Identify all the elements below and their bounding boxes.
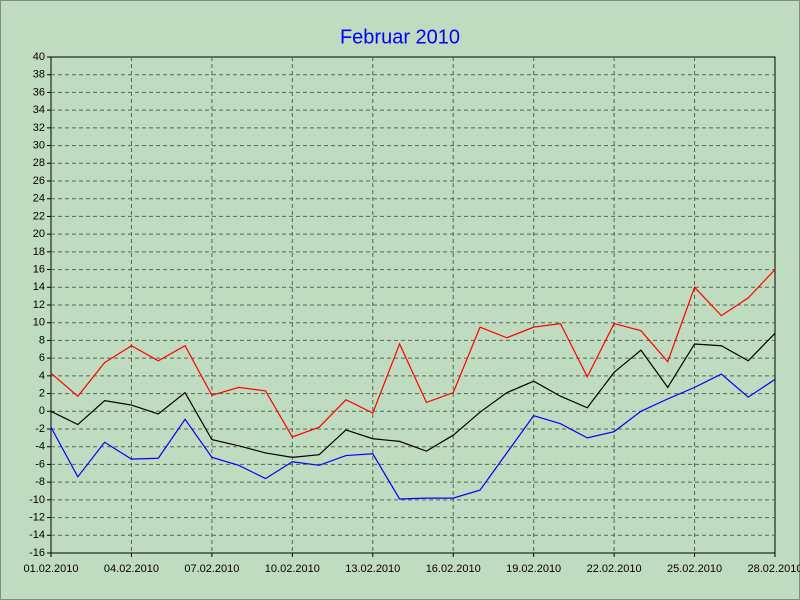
- y-tick-label: 20: [33, 228, 45, 240]
- y-tick-label: 18: [33, 246, 45, 258]
- y-tick-label: 40: [33, 51, 45, 63]
- y-tick-label: 38: [33, 69, 45, 81]
- y-tick-label: -10: [29, 494, 45, 506]
- x-tick-label: 04.02.2010: [104, 563, 159, 575]
- y-tick-label: 28: [33, 157, 45, 169]
- x-tick-label: 10.02.2010: [265, 563, 320, 575]
- y-tick-label: -6: [35, 458, 45, 470]
- y-tick-label: 24: [33, 193, 45, 205]
- y-tick-label: 4: [39, 370, 45, 382]
- series-line: [50, 269, 776, 438]
- y-tick-label: 16: [33, 263, 45, 275]
- y-tick-label: -2: [35, 423, 45, 435]
- x-tick-label: 13.02.2010: [345, 563, 400, 575]
- y-tick-label: -8: [35, 476, 45, 488]
- y-tick-label: 2: [39, 387, 45, 399]
- y-tick-label: 14: [33, 281, 45, 293]
- chart-title: Februar 2010: [340, 26, 460, 48]
- y-tick-label: 10: [33, 317, 45, 329]
- x-tick-label: 25.02.2010: [667, 563, 722, 575]
- series-line: [50, 332, 776, 458]
- y-tick-label: 0: [39, 405, 45, 417]
- x-tick-label: 01.02.2010: [23, 563, 78, 575]
- y-tick-label: 30: [33, 139, 45, 151]
- y-tick-label: -4: [35, 441, 45, 453]
- series-line: [50, 373, 776, 500]
- x-tick-label: 16.02.2010: [426, 563, 481, 575]
- x-tick-label: 22.02.2010: [587, 563, 642, 575]
- y-tick-label: 34: [33, 104, 45, 116]
- x-tick-label: 19.02.2010: [506, 563, 561, 575]
- y-tick-label: 36: [33, 86, 45, 98]
- y-tick-label: 8: [39, 334, 45, 346]
- y-tick-label: -12: [29, 511, 45, 523]
- y-tick-label: -14: [29, 529, 45, 541]
- y-tick-label: 22: [33, 210, 45, 222]
- y-tick-label: -16: [29, 547, 45, 559]
- y-tick-label: 26: [33, 175, 45, 187]
- y-tick-label: 32: [33, 122, 45, 134]
- x-tick-label: 28.02.2010: [747, 563, 800, 575]
- y-tick-label: 6: [39, 352, 45, 364]
- x-tick-label: 07.02.2010: [184, 563, 239, 575]
- y-tick-label: 12: [33, 299, 45, 311]
